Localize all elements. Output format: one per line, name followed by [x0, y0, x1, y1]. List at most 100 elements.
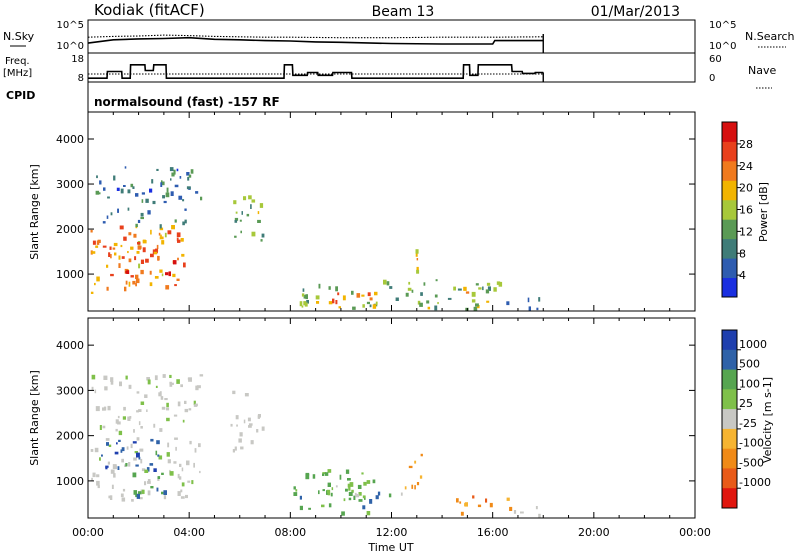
cell-4 [120, 188, 124, 194]
cell-7 [356, 293, 361, 298]
cell-0 [150, 229, 152, 235]
cell-0 [128, 258, 132, 263]
cell-5 [347, 483, 351, 488]
cell-6 [457, 288, 462, 291]
cell-10 [506, 301, 510, 306]
cell-2 [123, 236, 127, 241]
cell-2 [135, 493, 138, 498]
cell-6 [303, 294, 307, 299]
cell-3 [149, 270, 152, 275]
cell-4 [184, 219, 187, 224]
cell-2 [159, 236, 164, 240]
cell-4 [174, 184, 179, 188]
cell-5 [400, 492, 403, 496]
cell-0 [170, 382, 174, 385]
cell-0 [177, 239, 181, 243]
cell-6 [475, 303, 479, 307]
cell-3 [230, 423, 233, 427]
cell-2 [137, 491, 142, 495]
cell-3 [135, 274, 139, 279]
power-cells [90, 166, 541, 312]
cell-1 [150, 438, 154, 442]
cell-6 [408, 281, 411, 285]
cell-4 [345, 469, 350, 474]
cell-4 [305, 474, 310, 480]
cell-0 [112, 247, 116, 250]
cell-0 [155, 385, 158, 388]
cell-5 [239, 219, 242, 222]
cell-7 [456, 498, 459, 503]
y-tick-label-0: 1000 [56, 268, 84, 281]
cell-4 [369, 499, 373, 504]
cell-4 [353, 495, 356, 500]
cell-6 [369, 304, 372, 308]
cell-1 [120, 449, 123, 453]
cell-6 [338, 306, 341, 309]
cell-2 [153, 251, 158, 255]
cell-4 [117, 208, 119, 213]
cell-4 [176, 168, 179, 172]
nave-tick-bottom: 0 [709, 73, 715, 84]
cell-0 [177, 401, 181, 407]
cell-6 [475, 283, 479, 286]
cell-0 [136, 410, 139, 413]
cell-0 [104, 386, 108, 391]
velocity-colorbar-tick-label-4: -25 [739, 417, 757, 430]
cell-2 [160, 234, 162, 237]
cell-3 [232, 390, 236, 395]
cell-0 [103, 375, 108, 380]
cell-4 [160, 181, 165, 186]
date-title: 01/Mar/2013 [591, 4, 680, 20]
cell-1 [126, 270, 130, 274]
cell-4 [299, 505, 303, 511]
cell-5 [233, 200, 237, 205]
cell-4 [377, 491, 381, 496]
cell-1 [121, 447, 125, 452]
cell-0 [147, 480, 151, 484]
cell-6 [434, 305, 438, 311]
cell-4 [174, 219, 177, 223]
cell-3 [243, 419, 246, 424]
cell-2 [142, 239, 146, 242]
cell-0 [108, 444, 112, 447]
cell-6 [423, 282, 426, 286]
cell-0 [96, 480, 100, 486]
cell-6 [335, 286, 338, 292]
cell-2 [120, 244, 123, 248]
cell-1 [117, 466, 120, 470]
cell-2 [141, 489, 145, 494]
cell-4 [361, 472, 364, 475]
cell-0 [173, 461, 177, 464]
cell-0 [136, 437, 140, 441]
velocity-y-ticks: 1000 2000 3000 4000 [56, 339, 695, 488]
cell-4 [163, 200, 167, 204]
cell-1 [156, 440, 160, 445]
cell-7 [509, 506, 513, 511]
cell-0 [140, 401, 145, 405]
cell-4 [132, 186, 135, 189]
cell-6 [301, 293, 305, 297]
cell-8 [416, 269, 420, 274]
time-x-ticks: 00:00 04:00 08:00 12:00 16:00 20:00 00:00 [72, 112, 711, 539]
cell-0 [159, 227, 164, 231]
cell-0 [165, 285, 170, 290]
cell-2 [137, 241, 141, 245]
cell-0 [126, 446, 129, 450]
cell-5 [348, 487, 351, 491]
cell-0 [91, 386, 94, 390]
cell-4 [182, 199, 185, 202]
cell-0 [96, 474, 100, 478]
cell-0 [118, 263, 121, 268]
cell-3 [248, 425, 252, 428]
cell-6 [389, 286, 393, 289]
cell-0 [177, 473, 180, 479]
cell-6 [478, 287, 482, 290]
cell-0 [194, 448, 197, 453]
cell-0 [167, 442, 170, 448]
cell-6 [414, 485, 416, 490]
cell-6 [386, 281, 390, 286]
cell-0 [139, 448, 144, 452]
cell-6 [303, 301, 307, 306]
velocity-colorbar-band-2 [722, 369, 737, 390]
cell-0 [110, 381, 114, 385]
